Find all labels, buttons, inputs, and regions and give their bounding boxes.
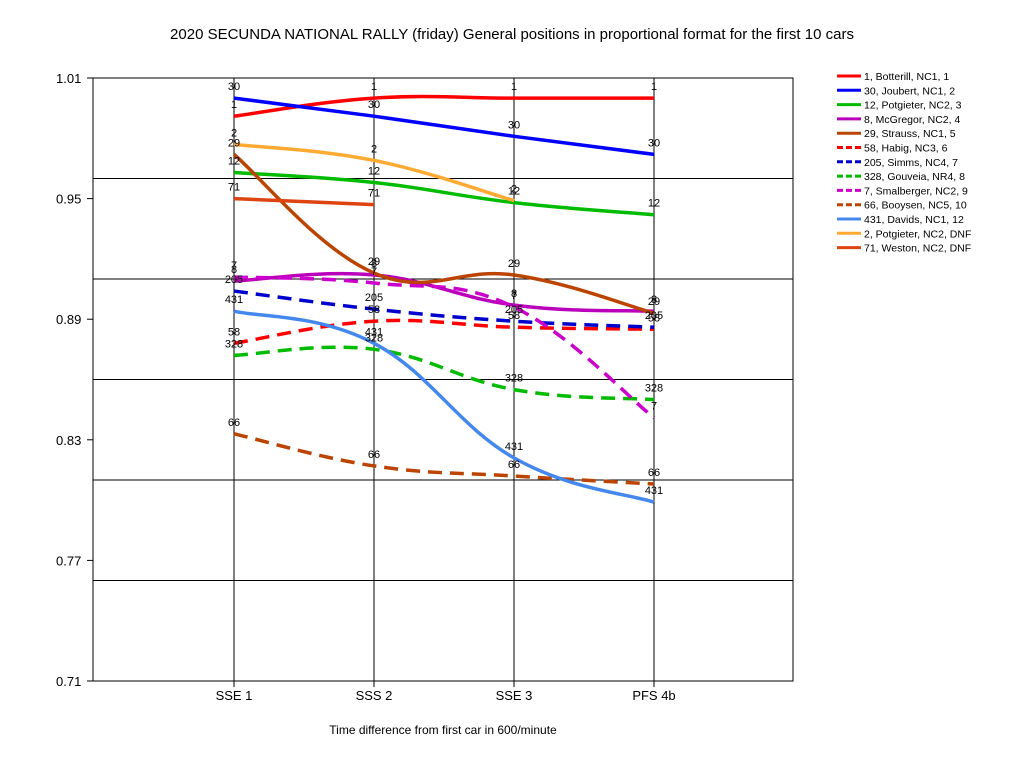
point-label: 30 (368, 99, 380, 111)
point-label: 58 (508, 310, 520, 322)
y-tick-label: 1.01 (56, 71, 81, 86)
point-label: 58 (648, 312, 660, 324)
point-label: 8 (371, 258, 377, 270)
point-label: 328 (645, 383, 663, 395)
y-tick-label: 0.89 (56, 312, 81, 327)
series-line (233, 318, 655, 346)
point-label: 8 (651, 294, 657, 306)
point-label: 12 (508, 186, 520, 198)
legend-entry: 431, Davids, NC1, 12 (864, 214, 964, 226)
legend-entry: 66, Booysen, NC5, 10 (864, 200, 967, 212)
legend-entry: 58, Habig, NC3, 6 (864, 143, 948, 155)
point-label: 1 (371, 81, 377, 93)
point-label: 431 (505, 441, 523, 453)
point-label: 30 (228, 81, 240, 93)
point-label: 328 (365, 332, 383, 344)
series-line (233, 432, 655, 486)
point-label: 29 (508, 258, 520, 270)
point-label: 2 (371, 143, 377, 155)
point-label: 30 (508, 119, 520, 131)
point-label: 1 (651, 81, 657, 93)
series-line (233, 289, 655, 329)
legend-entry: 71, Weston, NC2, DNF (864, 243, 971, 255)
point-label: 12 (368, 166, 380, 178)
point-label: 431 (365, 326, 383, 338)
point-label: 205 (645, 310, 663, 322)
x-axis: SSE 1 SSS 2 SSE 3 PFS 4b (216, 78, 676, 703)
legend-entry: 7, Smalberger, NC2, 9 (864, 185, 968, 197)
point-label: 12 (228, 155, 240, 167)
legend-entry: 30, Joubert, NC1, 2 (864, 85, 955, 97)
legend-entry: 328, Gouveia, NR4, 8 (864, 171, 965, 183)
point-label: 1 (511, 81, 517, 93)
point-label: 29 (368, 256, 380, 268)
series-line (233, 271, 655, 313)
point-label: 7 (511, 290, 517, 302)
point-label: 66 (368, 449, 380, 461)
series-lines (232, 94, 656, 504)
legend-entry: 1, Botterill, NC1, 1 (864, 71, 949, 83)
series-line (233, 309, 655, 504)
point-label: 58 (228, 326, 240, 338)
point-label: 2 (231, 127, 237, 139)
x-tick-label: SSE 3 (496, 688, 533, 703)
point-label: 29 (228, 137, 240, 149)
point-label: 66 (228, 417, 240, 429)
grid-lines (93, 178, 793, 581)
plot-area (92, 77, 794, 682)
point-label: 66 (648, 467, 660, 479)
chart-title: 2020 SECUNDA NATIONAL RALLY (friday) Gen… (170, 26, 854, 43)
series-line (233, 96, 655, 157)
point-label: 71 (228, 182, 240, 194)
point-label: 1 (231, 99, 237, 111)
legend-entry: 12, Potgieter, NC2, 3 (864, 100, 962, 112)
series-line (233, 345, 655, 402)
legend: 1, Botterill, NC1, 1 30, Joubert, NC1, 2 1… (837, 71, 971, 255)
x-axis-label: Time difference from first car in 600/mi… (329, 723, 557, 737)
legend-entry: 29, Strauss, NC1, 5 (864, 128, 956, 140)
point-label: 66 (508, 459, 520, 471)
point-label: 71 (368, 188, 380, 200)
point-label: 8 (231, 264, 237, 276)
point-label: 30 (648, 137, 660, 149)
x-tick-label: SSE 1 (216, 688, 253, 703)
point-label: 205 (225, 274, 243, 286)
point-label: 431 (645, 485, 663, 497)
y-tick-label: 0.95 (56, 192, 81, 207)
point-label: 7 (651, 401, 657, 413)
y-tick-label: 0.71 (56, 674, 81, 689)
point-label: 8 (511, 288, 517, 300)
point-label: 7 (371, 266, 377, 278)
series-line (232, 153, 655, 315)
point-label: 29 (648, 296, 660, 308)
point-label: 7 (231, 260, 237, 272)
legend-entry: 2, Potgieter, NC2, DNF (864, 228, 971, 240)
point-label: 431 (225, 294, 243, 306)
point-label: 205 (365, 292, 383, 304)
point-label: 205 (505, 304, 523, 316)
x-tick-label: PFS 4b (632, 688, 675, 703)
legend-entry: 8, McGregor, NC2, 4 (864, 114, 960, 126)
series-line (233, 142, 515, 203)
y-tick-label: 0.83 (56, 433, 81, 448)
legend-entry: 205, Simms, NC4, 7 (864, 157, 958, 169)
series-line (233, 196, 375, 207)
point-label: 328 (505, 373, 523, 385)
point-label: 12 (648, 198, 660, 210)
point-label: 58 (368, 304, 380, 316)
point-label: 328 (225, 338, 243, 350)
y-tick-label: 0.77 (56, 553, 81, 568)
x-tick-label: SSS 2 (356, 688, 393, 703)
y-axis: 0.71 0.77 0.83 0.89 0.95 1.01 (56, 71, 93, 689)
series-line (233, 170, 655, 217)
series-line (233, 275, 656, 420)
point-label: 2 (511, 184, 517, 196)
